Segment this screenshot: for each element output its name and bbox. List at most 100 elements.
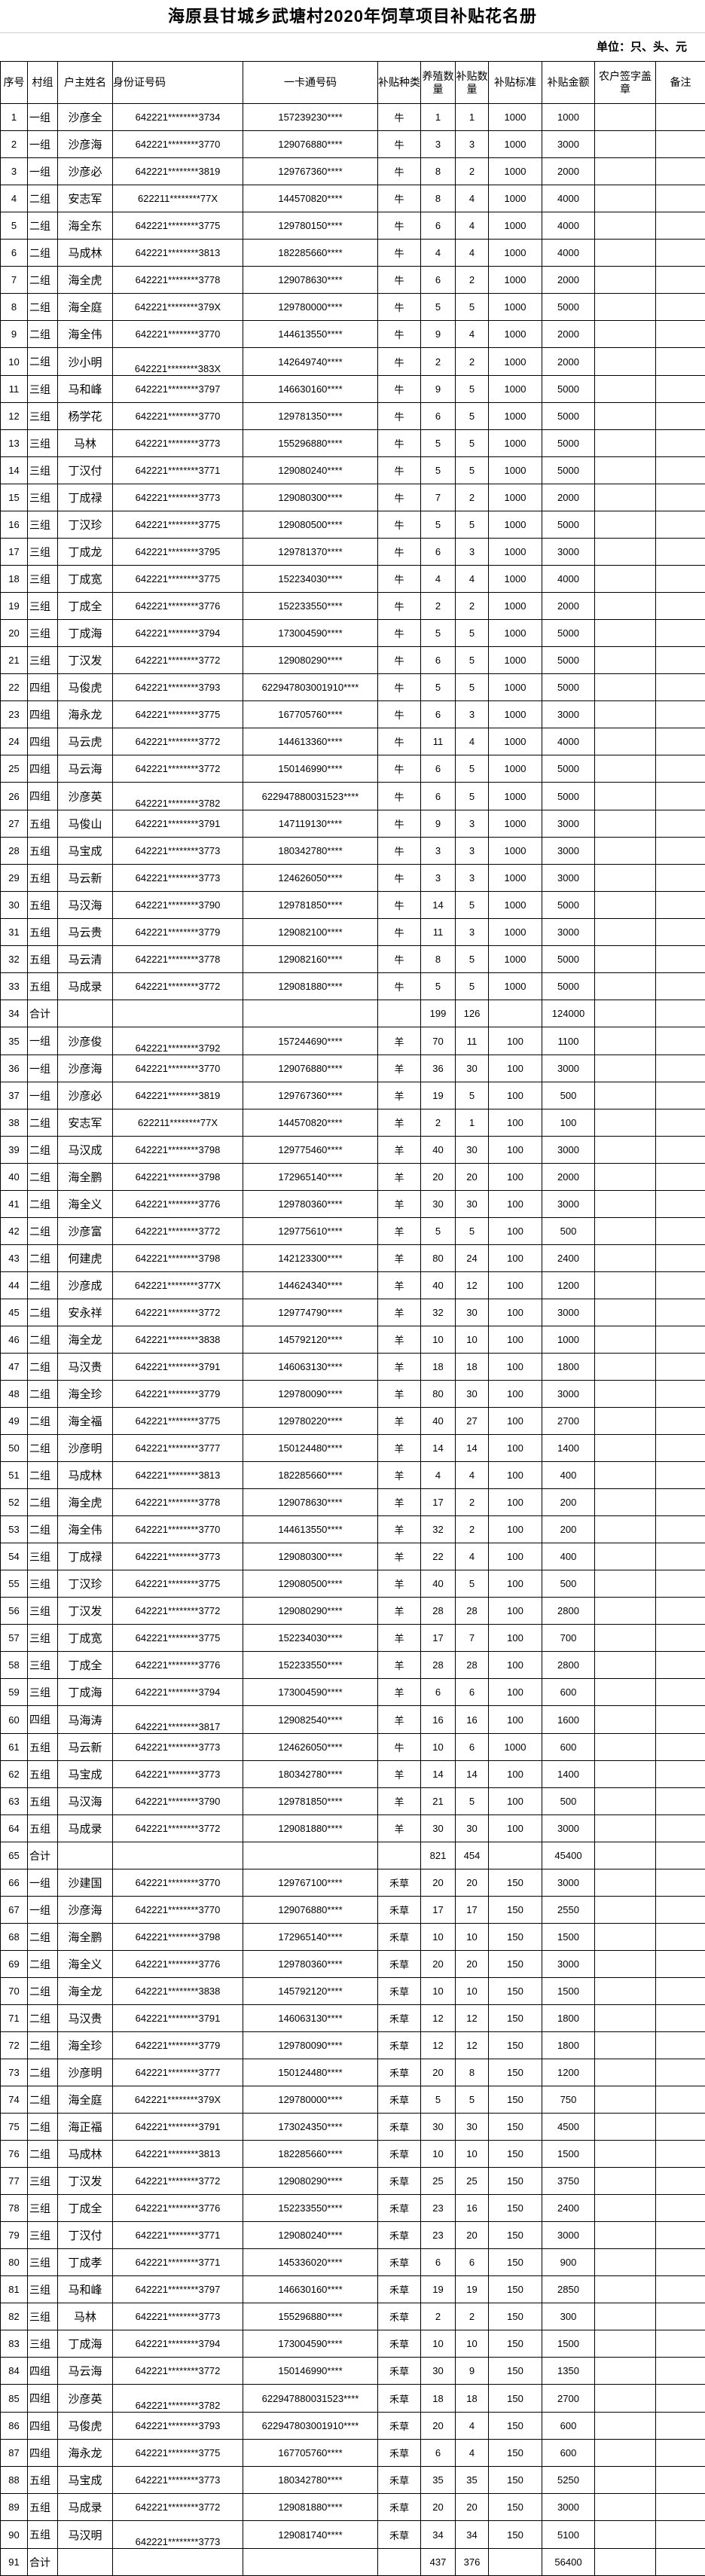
cell-seq: 64	[1, 1815, 28, 1842]
cell-signature	[595, 131, 656, 158]
cell-subsidy-count: 16	[456, 1706, 489, 1734]
cell-group: 三组	[28, 2303, 58, 2330]
cell-name: 海全福	[58, 1408, 113, 1435]
cell-signature	[595, 1299, 656, 1326]
cell-card-number: 129081880****	[243, 973, 378, 1000]
cell-name: 海全龙	[58, 1326, 113, 1354]
cell-subsidy-standard: 100	[489, 1761, 542, 1788]
cell-signature	[595, 2249, 656, 2276]
cell-subsidy-amount: 500	[542, 1570, 595, 1598]
cell-remarks	[656, 511, 705, 539]
cell-group: 二组	[28, 212, 58, 240]
cell-subsidy-type: 羊	[378, 1761, 421, 1788]
cell-id-number: 642221********3790	[113, 892, 243, 919]
cell-seq: 25	[1, 755, 28, 783]
cell-remarks	[656, 457, 705, 484]
cell-id-number: 642221********3813	[113, 240, 243, 267]
cell-group: 五组	[28, 2521, 58, 2549]
cell-group: 四组	[28, 783, 58, 810]
cell-signature	[595, 2467, 656, 2494]
cell-subsidy-count: 5	[456, 430, 489, 457]
cell-id-number: 642221********3777	[113, 1435, 243, 1462]
cell-seq: 79	[1, 2222, 28, 2249]
cell-subsidy-count: 25	[456, 2168, 489, 2195]
cell-group: 二组	[28, 1245, 58, 1272]
cell-card-number: 144613360****	[243, 728, 378, 755]
cell-remarks	[656, 240, 705, 267]
cell-subsidy-amount: 2550	[542, 1897, 595, 1924]
cell-name: 海永龙	[58, 2440, 113, 2467]
cell-subsidy-amount: 600	[542, 1734, 595, 1761]
cell-name: 沙彦必	[58, 158, 113, 185]
cell-subsidy-count: 4	[456, 1462, 489, 1489]
cell-subsidy-type: 禾草	[378, 2032, 421, 2059]
cell-livestock-count: 70	[421, 1027, 456, 1055]
cell-seq: 52	[1, 1489, 28, 1516]
cell-subsidy-count: 5	[456, 647, 489, 674]
cell-group: 一组	[28, 104, 58, 131]
cell-group: 一组	[28, 1869, 58, 1897]
cell-subsidy-type: 禾草	[378, 1924, 421, 1951]
cell-seq: 70	[1, 1978, 28, 2005]
cell-signature	[595, 2276, 656, 2303]
header-subsidy-type: 补贴种类	[378, 62, 421, 104]
cell-name: 海全义	[58, 1191, 113, 1218]
cell-id-number: 642221********377X	[113, 1272, 243, 1299]
cell-subsidy-count: 2	[456, 484, 489, 511]
cell-remarks	[656, 1055, 705, 1082]
cell-remarks	[656, 892, 705, 919]
cell-signature	[595, 2222, 656, 2249]
cell-subsidy-count: 5	[456, 294, 489, 321]
cell-subsidy-type: 禾草	[378, 2494, 421, 2521]
cell-remarks	[656, 919, 705, 946]
cell-name: 海全鹏	[58, 1924, 113, 1951]
cell-remarks	[656, 267, 705, 294]
cell-name: 海正福	[58, 2114, 113, 2141]
cell-seq: 3	[1, 158, 28, 185]
cell-subsidy-amount: 2700	[542, 1408, 595, 1435]
cell-group: 三组	[28, 1543, 58, 1570]
cell-subsidy-standard: 150	[489, 2141, 542, 2168]
cell-seq: 78	[1, 2195, 28, 2222]
cell-remarks	[656, 647, 705, 674]
cell-id-number: 642221********3778	[113, 267, 243, 294]
cell-subsidy-standard: 1000	[489, 838, 542, 865]
cell-subsidy-type: 羊	[378, 1354, 421, 1381]
cell-signature	[595, 348, 656, 376]
cell-name: 马和峰	[58, 2276, 113, 2303]
cell-subsidy-type: 羊	[378, 1815, 421, 1842]
cell-subsidy-count: 20	[456, 1164, 489, 1191]
cell-name: 丁成海	[58, 1679, 113, 1706]
cell-subsidy-amount: 1800	[542, 1354, 595, 1381]
cell-subsidy-amount: 1500	[542, 2141, 595, 2168]
cell-name: 丁成龙	[58, 539, 113, 566]
cell-subsidy-amount: 3000	[542, 1815, 595, 1842]
cell-name: 沙彦海	[58, 1055, 113, 1082]
cell-id-number: 642221********3798	[113, 1164, 243, 1191]
cell-group: 合计	[28, 1842, 58, 1869]
cell-livestock-count: 18	[421, 2385, 456, 2413]
cell-subsidy-count: 27	[456, 1408, 489, 1435]
cell-name: 马汉明	[58, 2521, 113, 2549]
cell-name: 马海涛	[58, 1706, 113, 1734]
cell-remarks	[656, 1000, 705, 1027]
cell-signature	[595, 865, 656, 892]
cell-signature	[595, 1788, 656, 1815]
cell-livestock-count: 30	[421, 1815, 456, 1842]
cell-group: 二组	[28, 1516, 58, 1543]
cell-seq: 45	[1, 1299, 28, 1326]
cell-livestock-count: 12	[421, 2005, 456, 2032]
cell-subsidy-type: 禾草	[378, 2440, 421, 2467]
cell-remarks	[656, 1299, 705, 1326]
cell-subsidy-standard: 100	[489, 1055, 542, 1082]
cell-remarks	[656, 755, 705, 783]
cell-remarks	[656, 1679, 705, 1706]
